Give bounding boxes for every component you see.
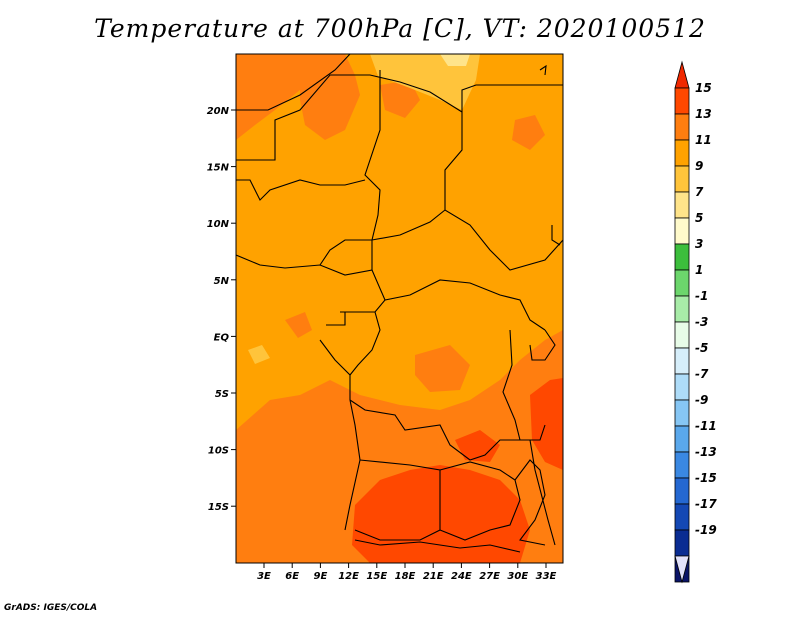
lon-tick-label: 12E [338, 571, 359, 582]
colorbar-label: -7 [695, 367, 709, 381]
cool-region-libya-core [440, 54, 470, 66]
colorbar-label: 11 [695, 133, 712, 147]
lon-tick-label: 18E [395, 571, 416, 582]
colorbar-swatch [674, 373, 690, 401]
hot-region-angola-zambia [352, 465, 530, 563]
colorbar-swatch [674, 503, 690, 531]
colorbar-swatch [674, 269, 690, 297]
lat-tick-label: 5N [214, 276, 230, 287]
colorbar-arrow-top [674, 60, 690, 89]
chart-title: Temperature at 700hPa [C], VT: 202010051… [94, 14, 706, 43]
hot-region-drc-south [455, 430, 500, 462]
colorbar-swatch [674, 217, 690, 245]
colorbar-swatch [674, 451, 690, 479]
lon-tick-label: 15E [366, 571, 387, 582]
colorbar-swatch [674, 399, 690, 427]
colorbar-label: 1 [695, 263, 703, 277]
country-borders [236, 54, 563, 553]
colorbar-swatch [674, 347, 690, 375]
lon-tick-label: 24E [451, 571, 472, 582]
colorbar-swatch [674, 295, 690, 323]
colorbar-label: -9 [695, 393, 708, 407]
colorbar-swatch [674, 243, 690, 271]
warm-region-gabon [285, 312, 312, 338]
colorbar-label: 5 [695, 211, 703, 225]
colorbar-swatch [674, 321, 690, 349]
lon-tick-label: 30E [507, 571, 528, 582]
lat-tick-label: 15S [208, 502, 229, 513]
lat-tick-label: 15N [207, 163, 230, 174]
map-field [236, 54, 563, 563]
lon-tick-label: 27E [479, 571, 500, 582]
colorbar-swatch [674, 191, 690, 219]
colorbar: 15 13 11 9 7 5 3 1 -1 -3 -5 -7 -9 -11 -13 -15 -17 -19 [674, 60, 717, 584]
lon-tick-label: 9E [314, 571, 328, 582]
hot-region-mozambique [530, 378, 563, 470]
colorbar-label: 7 [695, 185, 704, 199]
colorbar-label: -15 [695, 471, 717, 485]
cool-region-libya [370, 54, 480, 110]
colorbar-label: -1 [695, 289, 708, 303]
colorbar-label: 15 [695, 81, 712, 95]
colorbar-swatch [674, 139, 690, 167]
lon-tick-label: 33E [536, 571, 557, 582]
colorbar-label: -11 [695, 419, 717, 433]
colorbar-label: 13 [695, 107, 712, 121]
latitude-axis: 20N 15N 10N 5N EQ 5S 10S 15S [207, 106, 236, 513]
colorbar-swatch [674, 113, 690, 141]
lat-tick-label: 10S [208, 446, 229, 457]
warm-region-north-east [380, 80, 420, 118]
colorbar-swatch [674, 165, 690, 193]
colorbar-label: 3 [695, 237, 703, 251]
colorbar-label: -3 [695, 315, 708, 329]
lon-tick-label: 21E [423, 571, 444, 582]
colorbar-swatch [674, 425, 690, 453]
lon-tick-label: 3E [257, 571, 271, 582]
colorbar-swatch [674, 529, 690, 557]
colorbar-arrow-bottom [674, 555, 690, 584]
colorbar-label: -17 [695, 497, 717, 511]
lat-tick-label: 10N [207, 219, 230, 230]
colorbar-swatch [674, 87, 690, 115]
warm-region-congo [415, 345, 470, 392]
lat-tick-label: 20N [207, 106, 230, 117]
colorbar-label: -5 [695, 341, 708, 355]
map-frame [235, 53, 564, 564]
colorbar-label: 9 [695, 159, 703, 173]
cool-region-gulf [248, 345, 270, 364]
footer-credit: GrADS: IGES/COLA [4, 603, 98, 613]
lat-tick-label: 5S [215, 389, 229, 400]
lat-tick-label: EQ [214, 332, 230, 343]
colorbar-label: -13 [695, 445, 717, 459]
longitude-axis: 3E 6E 9E 12E 15E 18E 21E 24E 27E 30E 33E [257, 563, 557, 582]
warm-region-sudan [512, 115, 545, 150]
colorbar-swatch [674, 477, 690, 505]
lon-tick-label: 6E [285, 571, 299, 582]
colorbar-label: -19 [695, 523, 717, 537]
